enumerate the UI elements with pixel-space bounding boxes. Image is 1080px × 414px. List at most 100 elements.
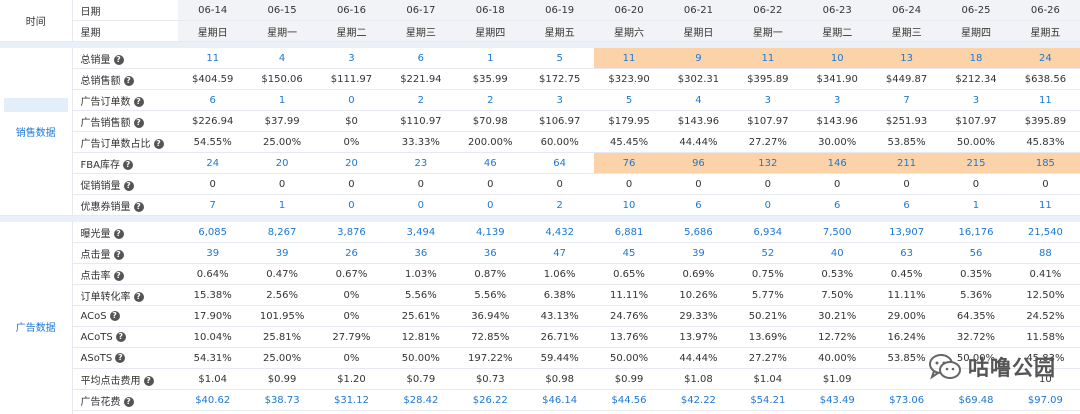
value-link-cell[interactable]: $38.73 [247,389,317,411]
value-link-cell[interactable]: 0 [386,194,456,216]
help-icon[interactable]: ? [133,201,144,212]
value-link-cell[interactable]: 3 [802,89,872,111]
value-link-cell[interactable]: $97.09 [1010,389,1080,411]
value-link-cell[interactable]: $73.06 [871,389,942,411]
value-link-cell[interactable]: 11 [178,48,248,69]
value-link-cell[interactable]: 2 [524,194,595,216]
value-link-cell[interactable]: 6,934 [733,222,803,243]
value-link-cell[interactable]: 10 [802,48,872,69]
value-link-cell[interactable]: $40.62 [178,389,248,411]
help-icon[interactable]: ? [143,375,154,386]
help-icon[interactable]: ? [113,54,124,65]
value-link-cell[interactable]: 36 [386,242,456,264]
value-link-cell[interactable]: 0 [733,194,803,216]
value-link-cell[interactable]: 132 [733,152,803,174]
value-link-cell[interactable]: 7 [178,194,248,216]
value-link-cell[interactable]: 0 [316,194,387,216]
value-link-cell[interactable]: 45 [594,242,664,264]
value-link-cell[interactable]: 6,881 [594,222,664,243]
value-link-cell[interactable]: 5 [524,48,595,69]
value-link-cell[interactable]: 8,267 [247,222,317,243]
value-link-cell[interactable]: 11 [1010,89,1080,111]
value-link-cell[interactable]: 0 [316,89,387,111]
value-link-cell[interactable]: 20 [316,152,387,174]
help-icon[interactable]: ? [133,96,144,107]
value-link-cell[interactable]: 6 [802,194,872,216]
value-link-cell[interactable]: 88 [1010,242,1080,264]
value-link-cell[interactable]: 47 [524,242,595,264]
value-link-cell[interactable]: 21,540 [1010,222,1080,243]
value-link-cell[interactable]: 3 [316,48,387,69]
value-link-cell[interactable]: 4 [663,89,734,111]
help-icon[interactable]: ? [123,396,134,407]
value-link-cell[interactable]: 215 [941,152,1011,174]
value-link-cell[interactable]: 6 [178,89,248,111]
value-link-cell[interactable]: 36 [455,242,525,264]
value-link-cell[interactable]: $54.21 [733,389,803,411]
value-link-cell[interactable]: 146 [802,152,872,174]
value-link-cell[interactable]: $43.49 [802,389,872,411]
value-link-cell[interactable]: 13 [871,48,942,69]
help-icon[interactable]: ? [153,138,164,149]
value-link-cell[interactable]: 39 [178,242,248,264]
value-link-cell[interactable]: 23 [386,152,456,174]
value-link-cell[interactable]: 11 [733,48,803,69]
value-link-cell[interactable]: 3 [524,89,595,111]
value-link-cell[interactable]: 46 [455,152,525,174]
value-link-cell[interactable]: 2 [386,89,456,111]
value-link-cell[interactable]: 7,500 [802,222,872,243]
value-link-cell[interactable]: 52 [733,242,803,264]
value-link-cell[interactable]: 39 [247,242,317,264]
value-link-cell[interactable]: 5,686 [663,222,734,243]
value-link-cell[interactable]: 4,139 [455,222,525,243]
value-link-cell[interactable]: 13,907 [871,222,942,243]
value-link-cell[interactable]: 6 [663,194,734,216]
help-icon[interactable]: ? [133,291,144,302]
value-link-cell[interactable]: 7 [871,89,942,111]
value-link-cell[interactable]: 3 [733,89,803,111]
value-link-cell[interactable]: 96 [663,152,734,174]
help-icon[interactable]: ? [133,117,144,128]
help-icon[interactable]: ? [122,159,133,170]
value-link-cell[interactable]: 11 [594,48,664,69]
value-link-cell[interactable]: 64 [524,152,595,174]
value-link-cell[interactable]: 3,876 [316,222,387,243]
value-link-cell[interactable]: 56 [941,242,1011,264]
section-label-sales[interactable]: 销售数据 [0,48,73,216]
value-link-cell[interactable]: 1 [941,194,1011,216]
value-link-cell[interactable]: 6 [386,48,456,69]
help-icon[interactable]: ? [113,249,124,260]
value-link-cell[interactable]: $69.48 [941,389,1011,411]
value-link-cell[interactable]: 4 [247,48,317,69]
value-link-cell[interactable]: 2 [455,89,525,111]
value-link-cell[interactable]: $44.56 [594,389,664,411]
value-link-cell[interactable]: 24 [1010,48,1080,69]
value-link-cell[interactable]: 211 [871,152,942,174]
value-link-cell[interactable]: $46.14 [524,389,595,411]
value-link-cell[interactable]: 185 [1010,152,1080,174]
help-icon[interactable]: ? [113,270,124,281]
value-link-cell[interactable]: $28.42 [386,389,456,411]
value-link-cell[interactable]: 4,432 [524,222,595,243]
value-link-cell[interactable]: 1 [247,194,317,216]
value-link-cell[interactable]: 24 [178,152,248,174]
value-link-cell[interactable]: 26 [316,242,387,264]
help-icon[interactable]: ? [109,310,120,321]
value-link-cell[interactable]: 63 [871,242,942,264]
value-link-cell[interactable]: 39 [663,242,734,264]
value-link-cell[interactable]: 10 [594,194,664,216]
value-link-cell[interactable]: $42.22 [663,389,734,411]
value-link-cell[interactable]: 3 [941,89,1011,111]
help-icon[interactable]: ? [123,75,134,86]
value-link-cell[interactable]: 40 [802,242,872,264]
value-link-cell[interactable]: 20 [247,152,317,174]
value-link-cell[interactable]: 5 [594,89,664,111]
value-link-cell[interactable]: 9 [663,48,734,69]
value-link-cell[interactable]: 11 [1010,194,1080,216]
value-link-cell[interactable]: 16,176 [941,222,1011,243]
section-label-ads[interactable]: 广告数据 [0,222,73,414]
value-link-cell[interactable]: 3,494 [386,222,456,243]
value-link-cell[interactable]: $26.22 [455,389,525,411]
value-link-cell[interactable]: $31.12 [316,389,387,411]
help-icon[interactable]: ? [113,228,124,239]
